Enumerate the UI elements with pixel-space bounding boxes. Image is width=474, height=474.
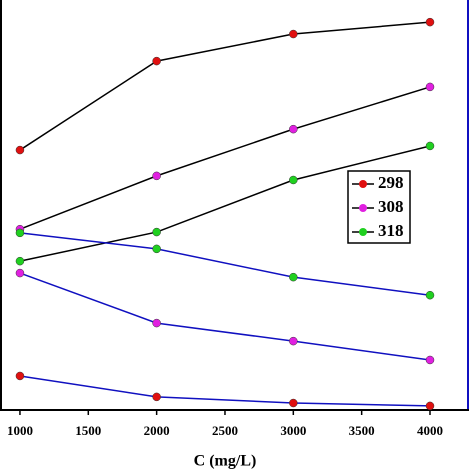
series-line: [19, 86, 431, 230]
legend-label: 308: [378, 197, 404, 216]
x-tick-label: 1000: [7, 423, 33, 438]
data-point: [15, 145, 25, 155]
series-line: [19, 232, 431, 296]
legend-marker: [359, 228, 367, 236]
data-point: [425, 401, 435, 411]
data-point: [289, 124, 298, 134]
data-point: [289, 272, 298, 282]
x-tick-label: 3000: [280, 423, 306, 438]
series-line: [19, 21, 431, 151]
data-point: [425, 141, 435, 151]
legend: [347, 170, 411, 244]
data-point: [289, 29, 298, 39]
data-point: [15, 256, 25, 266]
data-point: [425, 82, 435, 92]
data-point: [152, 318, 161, 328]
x-tick-label: 2000: [144, 423, 170, 438]
data-point: [289, 175, 298, 185]
legend-marker: [359, 180, 367, 188]
data-point: [152, 56, 161, 66]
data-point: [425, 290, 435, 300]
data-point: [425, 355, 435, 365]
series-line: [19, 145, 431, 262]
legend-label: 298: [378, 173, 404, 192]
x-axis-label: C (mg/L): [194, 453, 257, 470]
x-tick-label: 4000: [417, 423, 443, 438]
legend-marker: [359, 204, 367, 212]
data-point: [289, 398, 298, 408]
legend-label: 318: [378, 221, 404, 240]
data-point: [15, 228, 25, 238]
x-tick-label: 2500: [212, 423, 238, 438]
data-point: [152, 227, 161, 237]
data-point: [152, 244, 161, 254]
data-point: [152, 171, 161, 181]
data-point: [15, 268, 25, 278]
data-point: [152, 392, 161, 402]
data-point: [425, 17, 435, 27]
data-point: [289, 336, 298, 346]
series-line: [19, 272, 431, 361]
x-tick-label: 3500: [349, 423, 375, 438]
data-point: [15, 371, 25, 381]
x-tick-label: 1500: [75, 423, 101, 438]
series-line: [19, 375, 431, 407]
